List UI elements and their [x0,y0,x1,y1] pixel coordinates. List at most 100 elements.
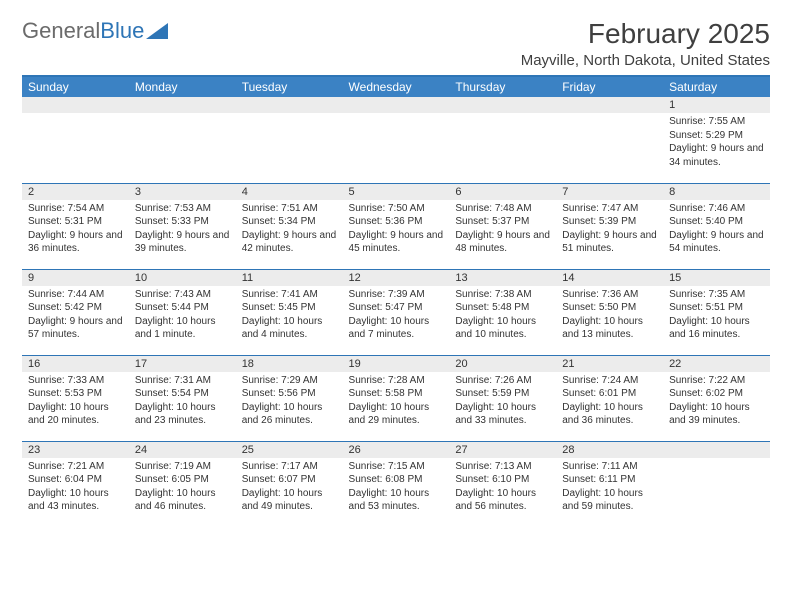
logo: GeneralBlue [22,18,168,44]
calendar-cell [236,97,343,183]
day-body: Sunrise: 7:24 AMSunset: 6:01 PMDaylight:… [556,372,663,432]
day-number: 11 [236,270,343,286]
day-number [236,97,343,113]
sunset-text: Sunset: 5:31 PM [28,215,123,229]
calendar-cell: 4Sunrise: 7:51 AMSunset: 5:34 PMDaylight… [236,183,343,269]
sunrise-text: Sunrise: 7:43 AM [135,288,230,302]
sunrise-text: Sunrise: 7:22 AM [669,374,764,388]
calendar-cell: 21Sunrise: 7:24 AMSunset: 6:01 PMDayligh… [556,355,663,441]
day-body: Sunrise: 7:33 AMSunset: 5:53 PMDaylight:… [22,372,129,432]
calendar-cell: 11Sunrise: 7:41 AMSunset: 5:45 PMDayligh… [236,269,343,355]
daylight-text: Daylight: 10 hours and 20 minutes. [28,401,123,428]
calendar-cell: 9Sunrise: 7:44 AMSunset: 5:42 PMDaylight… [22,269,129,355]
calendar-cell [129,97,236,183]
day-body: Sunrise: 7:29 AMSunset: 5:56 PMDaylight:… [236,372,343,432]
calendar-cell: 28Sunrise: 7:11 AMSunset: 6:11 PMDayligh… [556,441,663,527]
day-body: Sunrise: 7:38 AMSunset: 5:48 PMDaylight:… [449,286,556,346]
daylight-text: Daylight: 10 hours and 10 minutes. [455,315,550,342]
day-number: 27 [449,442,556,458]
calendar-cell: 24Sunrise: 7:19 AMSunset: 6:05 PMDayligh… [129,441,236,527]
sunset-text: Sunset: 5:39 PM [562,215,657,229]
day-number: 5 [343,184,450,200]
sunset-text: Sunset: 5:53 PM [28,387,123,401]
calendar-cell: 12Sunrise: 7:39 AMSunset: 5:47 PMDayligh… [343,269,450,355]
day-body: Sunrise: 7:11 AMSunset: 6:11 PMDaylight:… [556,458,663,518]
day-body: Sunrise: 7:44 AMSunset: 5:42 PMDaylight:… [22,286,129,346]
calendar-week-row: 23Sunrise: 7:21 AMSunset: 6:04 PMDayligh… [22,441,770,527]
calendar-cell: 20Sunrise: 7:26 AMSunset: 5:59 PMDayligh… [449,355,556,441]
weekday-header: Monday [129,76,236,97]
day-number: 7 [556,184,663,200]
sunrise-text: Sunrise: 7:28 AM [349,374,444,388]
sunset-text: Sunset: 5:59 PM [455,387,550,401]
day-number [663,442,770,458]
day-body: Sunrise: 7:41 AMSunset: 5:45 PMDaylight:… [236,286,343,346]
sunset-text: Sunset: 5:40 PM [669,215,764,229]
sunset-text: Sunset: 6:01 PM [562,387,657,401]
calendar-cell [449,97,556,183]
daylight-text: Daylight: 10 hours and 53 minutes. [349,487,444,514]
sunrise-text: Sunrise: 7:29 AM [242,374,337,388]
daylight-text: Daylight: 10 hours and 56 minutes. [455,487,550,514]
calendar-cell: 13Sunrise: 7:38 AMSunset: 5:48 PMDayligh… [449,269,556,355]
calendar-week-row: 16Sunrise: 7:33 AMSunset: 5:53 PMDayligh… [22,355,770,441]
sunset-text: Sunset: 5:34 PM [242,215,337,229]
calendar-cell: 14Sunrise: 7:36 AMSunset: 5:50 PMDayligh… [556,269,663,355]
sunset-text: Sunset: 6:02 PM [669,387,764,401]
calendar-cell: 6Sunrise: 7:48 AMSunset: 5:37 PMDaylight… [449,183,556,269]
day-number: 24 [129,442,236,458]
weekday-header: Saturday [663,76,770,97]
day-body: Sunrise: 7:46 AMSunset: 5:40 PMDaylight:… [663,200,770,260]
daylight-text: Daylight: 9 hours and 45 minutes. [349,229,444,256]
sunset-text: Sunset: 5:37 PM [455,215,550,229]
day-body: Sunrise: 7:51 AMSunset: 5:34 PMDaylight:… [236,200,343,260]
daylight-text: Daylight: 10 hours and 36 minutes. [562,401,657,428]
sunrise-text: Sunrise: 7:31 AM [135,374,230,388]
day-number [129,97,236,113]
calendar-cell [343,97,450,183]
day-body: Sunrise: 7:36 AMSunset: 5:50 PMDaylight:… [556,286,663,346]
day-body: Sunrise: 7:17 AMSunset: 6:07 PMDaylight:… [236,458,343,518]
day-number [449,97,556,113]
sunset-text: Sunset: 6:08 PM [349,473,444,487]
daylight-text: Daylight: 10 hours and 13 minutes. [562,315,657,342]
calendar-week-row: 1Sunrise: 7:55 AMSunset: 5:29 PMDaylight… [22,97,770,183]
day-number: 28 [556,442,663,458]
day-number: 8 [663,184,770,200]
day-number: 20 [449,356,556,372]
daylight-text: Daylight: 10 hours and 39 minutes. [669,401,764,428]
day-body: Sunrise: 7:28 AMSunset: 5:58 PMDaylight:… [343,372,450,432]
sunrise-text: Sunrise: 7:54 AM [28,202,123,216]
weekday-header: Friday [556,76,663,97]
daylight-text: Daylight: 10 hours and 16 minutes. [669,315,764,342]
calendar-cell [556,97,663,183]
sunrise-text: Sunrise: 7:53 AM [135,202,230,216]
sunrise-text: Sunrise: 7:21 AM [28,460,123,474]
day-number: 9 [22,270,129,286]
sunrise-text: Sunrise: 7:46 AM [669,202,764,216]
daylight-text: Daylight: 9 hours and 51 minutes. [562,229,657,256]
day-body: Sunrise: 7:43 AMSunset: 5:44 PMDaylight:… [129,286,236,346]
day-number: 26 [343,442,450,458]
sunset-text: Sunset: 5:47 PM [349,301,444,315]
day-number: 18 [236,356,343,372]
daylight-text: Daylight: 9 hours and 54 minutes. [669,229,764,256]
daylight-text: Daylight: 10 hours and 26 minutes. [242,401,337,428]
day-body: Sunrise: 7:21 AMSunset: 6:04 PMDaylight:… [22,458,129,518]
location-text: Mayville, North Dakota, United States [521,52,770,69]
sunset-text: Sunset: 5:33 PM [135,215,230,229]
calendar-week-row: 9Sunrise: 7:44 AMSunset: 5:42 PMDaylight… [22,269,770,355]
day-number: 6 [449,184,556,200]
day-body: Sunrise: 7:39 AMSunset: 5:47 PMDaylight:… [343,286,450,346]
calendar-table: Sunday Monday Tuesday Wednesday Thursday… [22,75,770,527]
sunset-text: Sunset: 5:54 PM [135,387,230,401]
day-number: 3 [129,184,236,200]
day-body: Sunrise: 7:55 AMSunset: 5:29 PMDaylight:… [663,113,770,173]
calendar-cell: 19Sunrise: 7:28 AMSunset: 5:58 PMDayligh… [343,355,450,441]
day-body: Sunrise: 7:19 AMSunset: 6:05 PMDaylight:… [129,458,236,518]
daylight-text: Daylight: 10 hours and 59 minutes. [562,487,657,514]
sunrise-text: Sunrise: 7:24 AM [562,374,657,388]
weekday-header: Sunday [22,76,129,97]
logo-text-gray: General [22,18,100,44]
sunrise-text: Sunrise: 7:47 AM [562,202,657,216]
